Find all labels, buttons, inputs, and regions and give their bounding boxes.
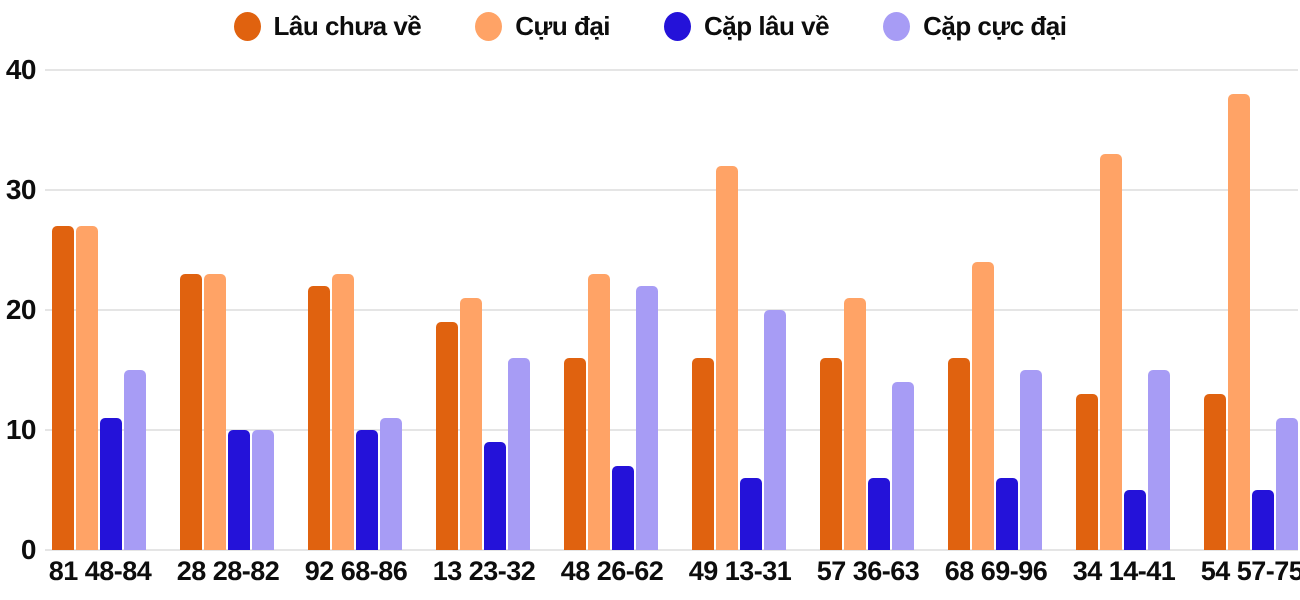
bar-group7-series0	[948, 358, 970, 550]
bar-group5-series3	[764, 310, 786, 550]
y-tick-label-20: 20	[5, 294, 37, 325]
legend-color-dot	[233, 11, 261, 41]
bar-group2-series1	[332, 274, 354, 550]
x-tick-label-7: 68 69-96	[944, 556, 1048, 586]
gridline-y-40	[45, 69, 1298, 71]
y-tick-label-0: 0	[20, 534, 37, 565]
bar-group7-series2	[996, 478, 1018, 550]
bar-group8-series1	[1100, 154, 1122, 550]
bar-group1-series2	[228, 430, 250, 550]
bar-group1-series0	[180, 274, 202, 550]
legend-label: Lâu chưa về	[273, 10, 422, 41]
bar-group4-series3	[636, 286, 658, 550]
bar-group5-series2	[740, 478, 762, 550]
legend-color-dot	[664, 11, 692, 41]
bar-group5-series1	[716, 166, 738, 550]
bar-group3-series0	[436, 322, 458, 550]
x-tick-label-2: 92 68-86	[304, 556, 408, 586]
gridline-y-30	[45, 189, 1298, 191]
y-tick-label-10: 10	[5, 414, 37, 445]
bar-group0-series3	[124, 370, 146, 550]
bar-group1-series3	[252, 430, 274, 550]
legend-item-series-3[interactable]: Cặp cực đại	[883, 10, 1067, 42]
chart-legend: Lâu chưa về Cựu đại Cặp lâu về Cặp cực đại	[0, 4, 1300, 48]
gridline-y-20	[45, 309, 1298, 311]
bar-group8-series0	[1076, 394, 1098, 550]
bar-group3-series2	[484, 442, 506, 550]
bar-group9-series1	[1228, 94, 1250, 550]
bar-group6-series2	[868, 478, 890, 550]
bar-group9-series2	[1252, 490, 1274, 550]
bar-group9-series3	[1276, 418, 1298, 550]
legend-color-dot	[475, 11, 503, 41]
legend-color-dot	[883, 11, 911, 41]
x-tick-label-3: 13 23-32	[432, 556, 536, 586]
bar-group8-series2	[1124, 490, 1146, 550]
legend-item-series-1[interactable]: Cựu đại	[475, 10, 611, 42]
y-tick-label-40: 40	[5, 54, 37, 85]
x-tick-label-1: 28 28-82	[176, 556, 280, 586]
x-tick-label-6: 57 36-63	[816, 556, 920, 586]
bar-group4-series2	[612, 466, 634, 550]
bar-group4-series0	[564, 358, 586, 550]
x-tick-label-4: 48 26-62	[560, 556, 664, 586]
legend-item-series-0[interactable]: Lâu chưa về	[233, 10, 422, 42]
bar-group0-series1	[76, 226, 98, 550]
bar-group8-series3	[1148, 370, 1170, 550]
bar-group2-series2	[356, 430, 378, 550]
legend-label: Cặp lâu về	[704, 10, 830, 41]
x-tick-label-8: 34 14-41	[1072, 556, 1176, 586]
bar-group7-series1	[972, 262, 994, 550]
bar-group7-series3	[1020, 370, 1042, 550]
bar-group6-series0	[820, 358, 842, 550]
bar-group0-series2	[100, 418, 122, 550]
bar-group1-series1	[204, 274, 226, 550]
x-tick-label-9: 54 57-75	[1200, 556, 1300, 586]
x-tick-label-0: 81 48-84	[48, 556, 152, 586]
bar-group6-series1	[844, 298, 866, 550]
legend-label: Cựu đại	[515, 10, 611, 41]
x-tick-label-5: 49 13-31	[688, 556, 792, 586]
bar-group2-series0	[308, 286, 330, 550]
bar-group9-series0	[1204, 394, 1226, 550]
legend-label: Cặp cực đại	[923, 10, 1067, 41]
legend-item-series-2[interactable]: Cặp lâu về	[664, 10, 830, 42]
bar-group3-series1	[460, 298, 482, 550]
plot-area	[45, 69, 1298, 551]
gridline-y-10	[45, 429, 1298, 431]
bar-group0-series0	[52, 226, 74, 550]
bar-group4-series1	[588, 274, 610, 550]
bar-group2-series3	[380, 418, 402, 550]
gridline-y-0	[45, 549, 1298, 551]
bar-group5-series0	[692, 358, 714, 550]
bar-group3-series3	[508, 358, 530, 550]
y-tick-label-30: 30	[5, 174, 37, 205]
bar-group6-series3	[892, 382, 914, 550]
